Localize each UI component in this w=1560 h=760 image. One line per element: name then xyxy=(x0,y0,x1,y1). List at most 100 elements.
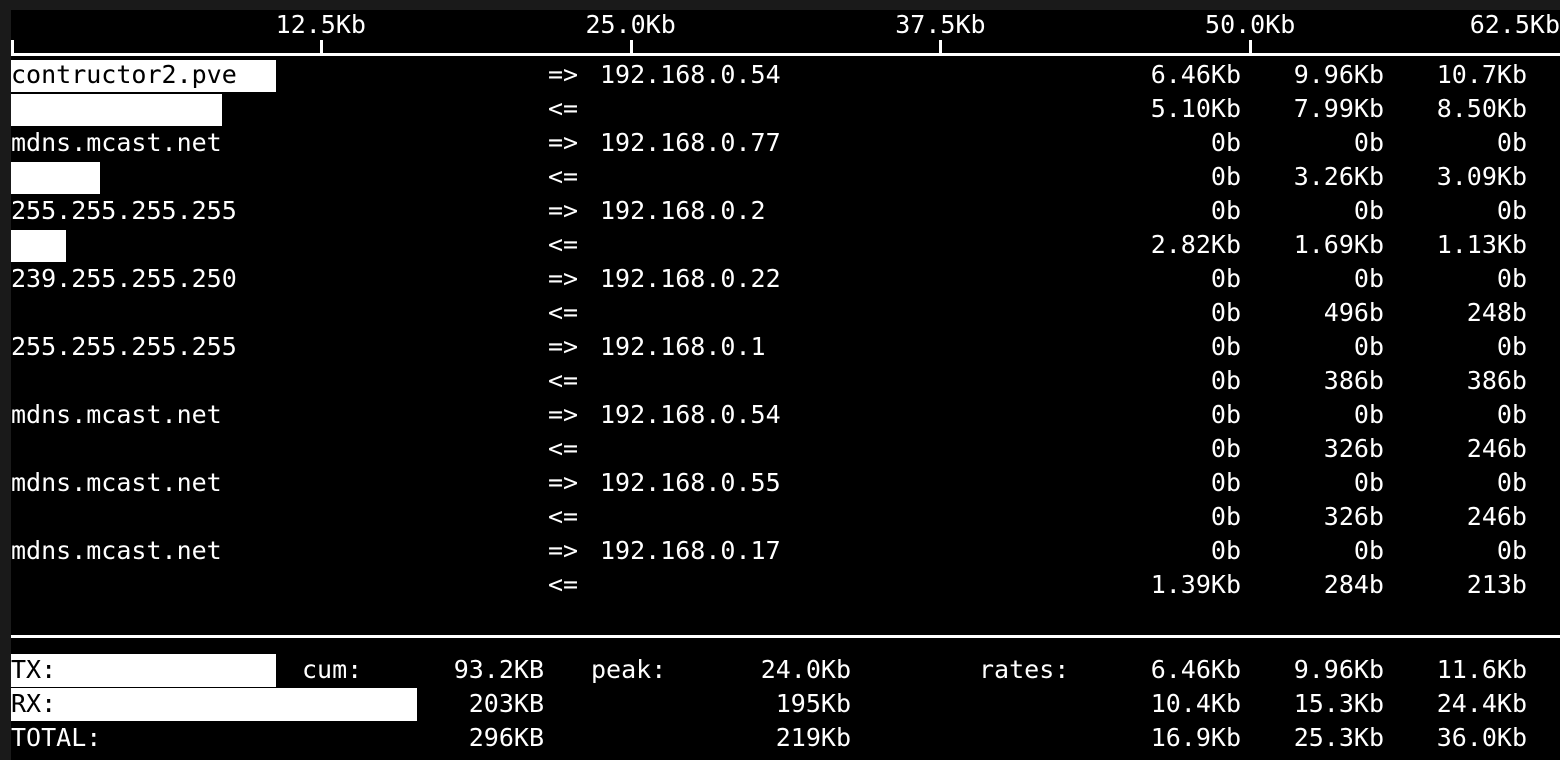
summary-peak-value: 24.0Kb xyxy=(760,655,851,684)
host-name: 239.255.255.250 xyxy=(11,264,237,293)
host-name: mdns.mcast.net xyxy=(11,128,222,157)
tx-rate-value: 0b xyxy=(1210,196,1241,225)
axis-tick-2 xyxy=(629,40,633,54)
iftop-screen: 12.5Kb 25.0Kb 37.5Kb 50.0Kb 62.5Kb contructo… xyxy=(11,10,1560,760)
host-name: 255.255.255.255 xyxy=(11,196,237,225)
summary-rate-value: 24.4Kb xyxy=(1436,689,1527,718)
peer-address: 192.168.0.54 xyxy=(600,400,781,429)
rx-rate-value: 0b xyxy=(1210,434,1241,463)
axis-origin-tick xyxy=(11,40,14,54)
scale-label-5: 62.5Kb xyxy=(1469,10,1560,39)
connection-row[interactable]: 255.255.255.255 => 192.168.0.1 0b 0b 0b <= 0b 38… xyxy=(11,330,1560,398)
direction-in-icon: <= xyxy=(548,230,579,259)
connection-tx-line[interactable]: mdns.mcast.net => 192.168.0.54 0b 0b 0b xyxy=(11,398,1560,432)
connection-tx-line[interactable]: mdns.mcast.net => 192.168.0.77 0b 0b 0b xyxy=(11,126,1560,160)
direction-out-icon: => xyxy=(548,264,579,293)
host-name: contructor2.pve xyxy=(11,60,237,89)
rx-rate-value: 0b xyxy=(1210,298,1241,327)
connection-rx-line[interactable]: <= 0b 3.26Kb 3.09Kb xyxy=(11,160,1560,194)
rx-rate-bar xyxy=(11,162,101,194)
tx-rate-bar xyxy=(11,60,277,92)
connection-row[interactable]: contructor2.pve => 192.168.0.54 6.46Kb 9.96K… xyxy=(11,58,1560,126)
tx-rate-value: 6.46Kb xyxy=(1150,60,1241,89)
rx-rate-bar xyxy=(11,230,66,262)
rx-rate-value: 1.69Kb xyxy=(1293,230,1384,259)
connection-rx-line[interactable]: <= 5.10Kb 7.99Kb 8.50Kb xyxy=(11,92,1560,126)
summary-cum-value: 203KB xyxy=(468,689,544,718)
connection-tx-line[interactable]: 255.255.255.255 => 192.168.0.2 0b 0b 0b xyxy=(11,194,1560,228)
connection-tx-line[interactable]: contructor2.pve => 192.168.0.54 6.46Kb 9.96K… xyxy=(11,58,1560,92)
rx-rate-value: 326b xyxy=(1323,502,1384,531)
direction-out-icon: => xyxy=(548,196,579,225)
rx-rate-value: 0b xyxy=(1210,502,1241,531)
rx-rate-value: 3.09Kb xyxy=(1436,162,1527,191)
direction-in-icon: <= xyxy=(548,298,579,327)
summary-row: TOTAL: 296KB 219Kb 16.9Kb 25.3Kb 36.0Kb xyxy=(11,721,1560,755)
connection-rx-line[interactable]: <= 0b 326b 246b xyxy=(11,500,1560,534)
rx-rate-value: 213b xyxy=(1466,570,1527,599)
connection-rx-line[interactable]: <= 2.82Kb 1.69Kb 1.13Kb xyxy=(11,228,1560,262)
host-name: 255.255.255.255 xyxy=(11,332,237,361)
connection-tx-line[interactable]: 255.255.255.255 => 192.168.0.1 0b 0b 0b xyxy=(11,330,1560,364)
axis-rule xyxy=(11,53,1560,56)
summary-rate-value: 11.6Kb xyxy=(1436,655,1527,684)
rx-rate-value: 386b xyxy=(1466,366,1527,395)
direction-out-icon: => xyxy=(548,536,579,565)
connection-tx-line[interactable]: mdns.mcast.net => 192.168.0.17 0b 0b 0b xyxy=(11,534,1560,568)
connection-tx-line[interactable]: mdns.mcast.net => 192.168.0.55 0b 0b 0b xyxy=(11,466,1560,500)
scale-header: 12.5Kb 25.0Kb 37.5Kb 50.0Kb 62.5Kb xyxy=(11,10,1560,58)
rx-rate-value: 0b xyxy=(1210,162,1241,191)
rx-rate-value: 2.82Kb xyxy=(1150,230,1241,259)
rx-rate-value: 1.13Kb xyxy=(1436,230,1527,259)
direction-out-icon: => xyxy=(548,332,579,361)
rx-rate-value: 326b xyxy=(1323,434,1384,463)
summary-rate-value: 6.46Kb xyxy=(1150,655,1241,684)
connection-list[interactable]: contructor2.pve => 192.168.0.54 6.46Kb 9.96K… xyxy=(11,58,1560,633)
tx-rate-value: 0b xyxy=(1496,128,1527,157)
scale-label-3: 37.5Kb xyxy=(895,10,986,39)
connection-row[interactable]: 255.255.255.255 => 192.168.0.2 0b 0b 0b <= 2.82… xyxy=(11,194,1560,262)
connection-rx-line[interactable]: <= 0b 496b 248b xyxy=(11,296,1560,330)
tx-rate-value: 10.7Kb xyxy=(1436,60,1527,89)
summary-row: RX: 203KB 195Kb 10.4Kb 15.3Kb 24.4Kb xyxy=(11,687,1560,721)
summary-peak-label: peak: xyxy=(591,655,667,684)
tx-rate-value: 0b xyxy=(1210,400,1241,429)
summary-rate-bar xyxy=(11,688,418,721)
connection-row[interactable]: mdns.mcast.net => 192.168.0.54 0b 0b 0b <= 0b 32… xyxy=(11,398,1560,466)
peer-address: 192.168.0.54 xyxy=(600,60,781,89)
connection-row[interactable]: 239.255.255.250 => 192.168.0.22 0b 0b 0b <= 0b 4… xyxy=(11,262,1560,330)
connection-row[interactable]: mdns.mcast.net => 192.168.0.77 0b 0b 0b <= 0b 3.… xyxy=(11,126,1560,194)
tx-rate-value: 0b xyxy=(1353,468,1384,497)
summary-direction-label: RX: xyxy=(11,689,57,718)
connection-rx-line[interactable]: <= 1.39Kb 284b 213b xyxy=(11,568,1560,602)
tx-rate-value: 0b xyxy=(1496,468,1527,497)
axis-tick-4 xyxy=(1249,40,1253,54)
summary-cum-label: cum: xyxy=(302,655,363,684)
direction-out-icon: => xyxy=(548,468,579,497)
tx-rate-value: 0b xyxy=(1353,536,1384,565)
summary-rate-value: 16.9Kb xyxy=(1150,723,1241,752)
summary-rate-value: 36.0Kb xyxy=(1436,723,1527,752)
summary-peak-value: 195Kb xyxy=(775,689,851,718)
scale-label-4: 50.0Kb xyxy=(1205,10,1296,39)
tx-rate-value: 0b xyxy=(1210,332,1241,361)
rx-rate-value: 1.39Kb xyxy=(1150,570,1241,599)
connection-row[interactable]: mdns.mcast.net => 192.168.0.55 0b 0b 0b <= 0b 32… xyxy=(11,466,1560,534)
direction-in-icon: <= xyxy=(548,570,579,599)
tx-rate-value: 0b xyxy=(1210,468,1241,497)
connection-row[interactable]: mdns.mcast.net => 192.168.0.17 0b 0b 0b <= 1.39… xyxy=(11,534,1560,602)
tx-rate-value: 0b xyxy=(1210,536,1241,565)
summary-direction-label: TX: xyxy=(11,655,57,684)
host-name: mdns.mcast.net xyxy=(11,536,222,565)
connection-tx-line[interactable]: 239.255.255.250 => 192.168.0.22 0b 0b 0b xyxy=(11,262,1560,296)
connection-rx-line[interactable]: <= 0b 386b 386b xyxy=(11,364,1560,398)
tx-rate-value: 0b xyxy=(1353,128,1384,157)
tx-rate-value: 0b xyxy=(1496,196,1527,225)
summary-rate-value: 25.3Kb xyxy=(1293,723,1384,752)
connection-rx-line[interactable]: <= 0b 326b 246b xyxy=(11,432,1560,466)
summary-rates-label: rates: xyxy=(979,655,1070,684)
host-name: mdns.mcast.net xyxy=(11,468,222,497)
summary-separator xyxy=(11,635,1560,638)
tx-rate-value: 0b xyxy=(1496,536,1527,565)
